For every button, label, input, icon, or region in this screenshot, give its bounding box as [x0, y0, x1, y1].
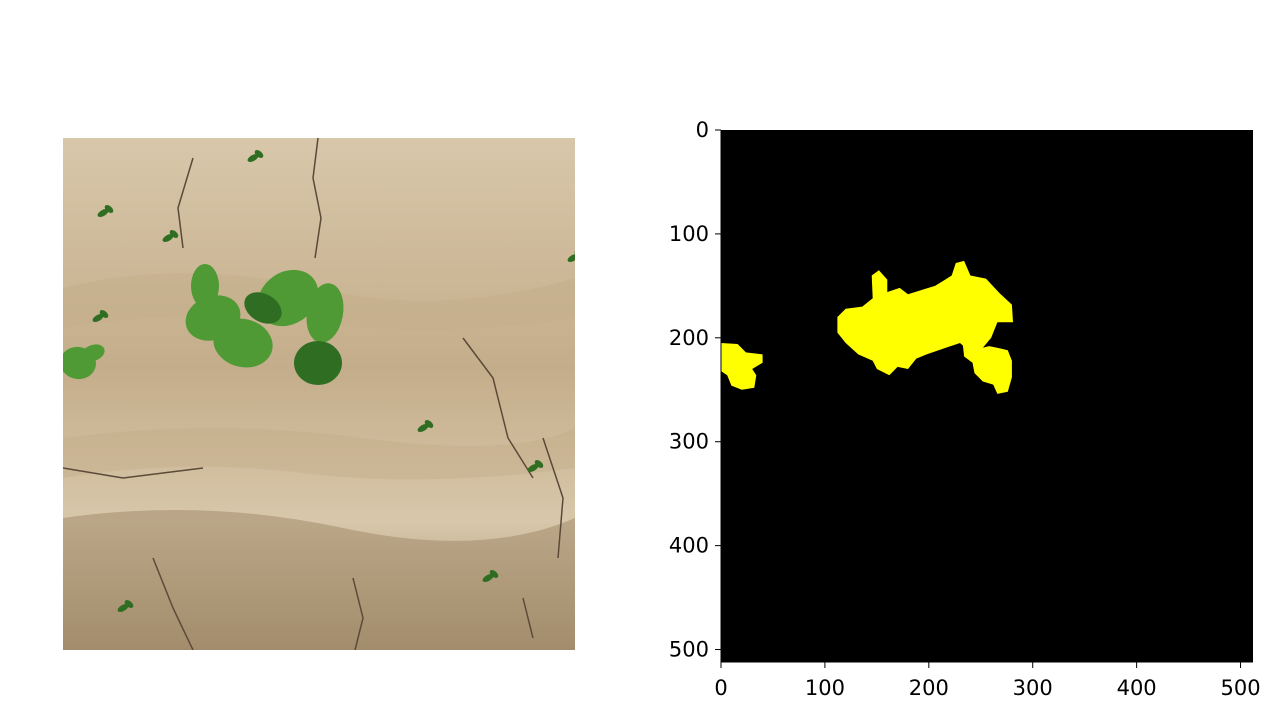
- y-tick-label: 400: [669, 534, 709, 558]
- y-tick-label: 100: [669, 222, 709, 246]
- y-tick-label: 500: [669, 638, 709, 662]
- mask-region-3: [721, 343, 763, 390]
- soil-crack: [462, 337, 534, 479]
- leaf: [489, 570, 499, 578]
- leaf: [294, 341, 342, 385]
- y-ticks: 0 100 200 300 400 500: [669, 118, 721, 662]
- leaf: [244, 292, 282, 324]
- x-tick-label: 0: [714, 676, 727, 700]
- leaf: [117, 604, 129, 612]
- leaf: [81, 344, 105, 362]
- leaf: [92, 314, 104, 322]
- soil-crack: [352, 577, 364, 650]
- x-tick-label: 300: [1013, 676, 1053, 700]
- soil-band: [63, 428, 575, 480]
- soil-crack: [312, 138, 322, 259]
- leaf: [104, 205, 114, 213]
- x-tick-label: 200: [909, 676, 949, 700]
- leaf: [191, 264, 219, 308]
- leaf: [99, 310, 109, 318]
- mask-axes: [720, 130, 1253, 663]
- soil-crack: [63, 467, 204, 479]
- plants: [63, 150, 575, 612]
- leaf: [124, 600, 134, 608]
- soil-band: [63, 510, 575, 650]
- leaf: [417, 424, 429, 432]
- leaf: [247, 154, 259, 162]
- x-tick-label: 400: [1117, 676, 1157, 700]
- y-tick-label: 0: [696, 118, 709, 142]
- x-tick-label: 500: [1220, 676, 1260, 700]
- soil-crack: [152, 557, 194, 650]
- field-photo: [63, 138, 575, 650]
- x-ticks: 0 100 200 300 400 500: [714, 662, 1261, 700]
- mask-regions: [721, 260, 1013, 394]
- leaf: [482, 574, 494, 582]
- x-tick-label: 100: [805, 676, 845, 700]
- leaf: [169, 230, 179, 238]
- field-photo-image: [63, 138, 575, 650]
- soil-crack: [177, 157, 194, 249]
- leaf: [306, 283, 344, 343]
- mask-region-2: [962, 337, 1012, 394]
- soil-crack: [542, 437, 564, 559]
- leaf: [162, 234, 174, 242]
- leaf: [424, 420, 434, 428]
- leaf: [213, 318, 273, 368]
- y-tick-label: 200: [669, 326, 709, 350]
- leaf: [567, 254, 575, 262]
- leaf: [97, 209, 109, 217]
- soil-cracks: [63, 138, 564, 650]
- leaf: [534, 460, 544, 468]
- leaf: [527, 464, 539, 472]
- soil-crack: [522, 597, 534, 639]
- y-tick-label: 300: [669, 430, 709, 454]
- mask-background: [721, 130, 1253, 662]
- leaf: [254, 150, 264, 158]
